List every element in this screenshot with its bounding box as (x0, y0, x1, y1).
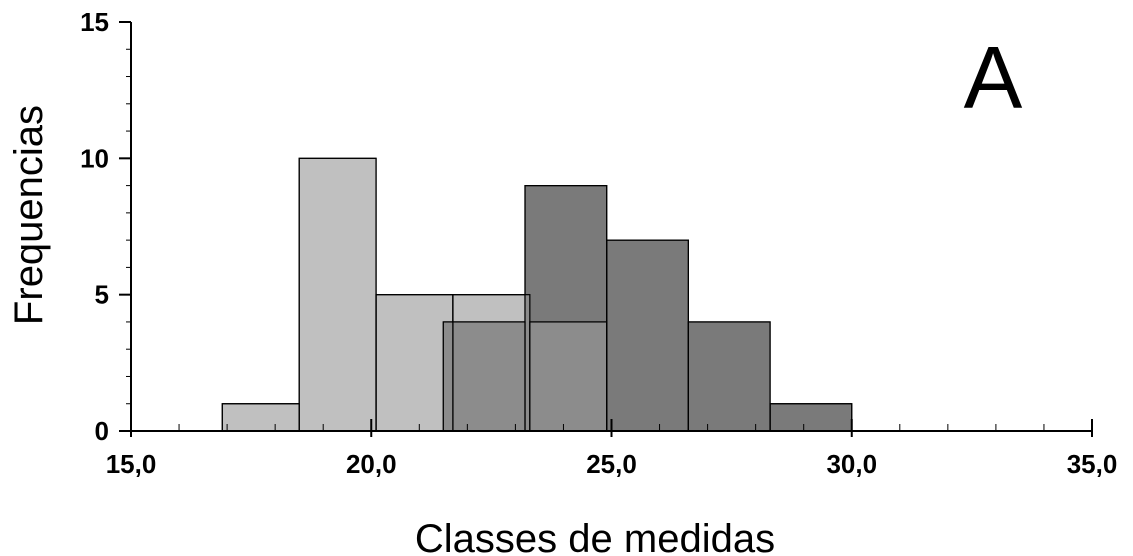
y-tick-label: 15 (80, 7, 109, 37)
x-tick-label: 25,0 (586, 449, 637, 479)
panel-label: A (964, 28, 1023, 127)
bars-layer (221, 157, 853, 432)
bar-overlap-4 (529, 321, 607, 431)
x-axis-title: Classes de medidas (415, 517, 775, 556)
labels-layer: 0 5 10 15 15,0 20,0 25,0 30,0 35,0 (80, 7, 1117, 479)
bar-series2-bin3 (606, 239, 689, 432)
bar-series2-bin4 (687, 321, 771, 432)
bar-series2-bin5 (769, 403, 853, 432)
bar-overlap-2 (452, 321, 526, 431)
bar-overlap-3 (525, 294, 530, 431)
y-tick-label: 5 (95, 280, 109, 310)
bar-series1-bin1 (221, 403, 300, 432)
x-tick-label: 35,0 (1067, 449, 1118, 479)
axes-layer (119, 21, 1093, 437)
y-tick-label: 0 (95, 416, 109, 446)
x-tick-label: 15,0 (106, 449, 157, 479)
bar-overlap-1 (443, 321, 453, 431)
bar-series1-bin2 (298, 157, 377, 432)
x-tick-label: 30,0 (826, 449, 877, 479)
y-tick-label: 10 (80, 143, 109, 173)
y-axis-title: Frequencias (7, 105, 51, 325)
x-tick-label: 20,0 (346, 449, 397, 479)
bar-series1-bin3 (375, 294, 454, 432)
